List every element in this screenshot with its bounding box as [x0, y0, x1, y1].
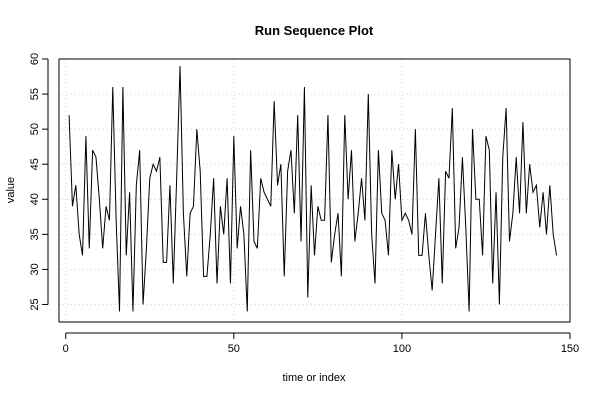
y-tick-label: 35	[29, 228, 41, 240]
chart-title: Run Sequence Plot	[255, 23, 374, 38]
y-axis-label: value	[5, 177, 17, 203]
series-line	[68, 65, 558, 312]
plot-frame	[58, 58, 571, 323]
x-axis: 0 50 100 150	[63, 332, 579, 355]
x-tick-label: 100	[393, 343, 411, 355]
y-tick-label: 25	[29, 298, 41, 310]
y-tick-label: 50	[29, 123, 41, 135]
series-polyline	[68, 65, 558, 312]
x-tick-label: 150	[561, 343, 579, 355]
y-tick-label: 40	[29, 193, 41, 205]
y-tick-label: 30	[29, 263, 41, 275]
y-tick-label: 60	[29, 53, 41, 65]
x-axis-label: time or index	[283, 372, 346, 384]
grid-lines	[59, 58, 571, 322]
y-tick-label: 55	[29, 88, 41, 100]
y-axis: 25 30 35 40 45 50 55 60	[29, 53, 49, 311]
y-tick-label: 45	[29, 158, 41, 170]
x-tick-label: 50	[228, 343, 240, 355]
x-tick-label: 0	[63, 343, 69, 355]
